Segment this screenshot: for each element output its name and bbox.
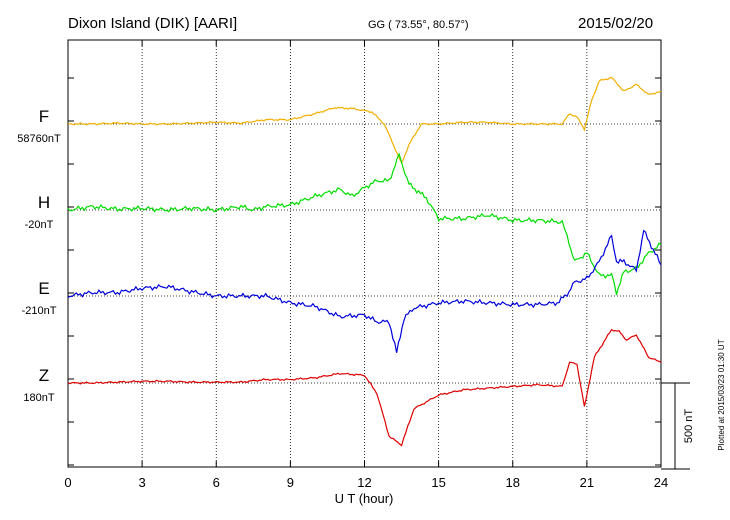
scale-bar: 500 nT: [661, 382, 695, 470]
series-baseline-e: -210nT: [22, 305, 57, 317]
series-line-h: [67, 152, 662, 296]
date-label: 2015/02/20: [578, 15, 653, 32]
x-axis-label: U T (hour): [335, 491, 394, 506]
series-labels: F 58760nT H -20nT E -210nT Z 180nT: [17, 107, 61, 404]
x-tick-label: 0: [64, 475, 71, 490]
x-tick-label: 15: [431, 475, 445, 490]
scale-bar-label: 500 nT: [683, 409, 695, 444]
axis-ticks: [67, 40, 662, 467]
x-tick-label: 24: [654, 475, 668, 490]
series-baseline-f: 58760nT: [17, 133, 61, 145]
series-name-f: F: [39, 107, 49, 126]
station-title: Dixon Island (DIK) [AARI]: [68, 15, 237, 32]
series-lines: [67, 76, 662, 447]
series-name-e: E: [38, 279, 49, 298]
x-tick-label: 21: [580, 475, 594, 490]
series-name-h: H: [38, 193, 50, 212]
x-tick-label: 6: [213, 475, 220, 490]
x-tick-labels: 0 3 6 9 12 15 18 21 24: [64, 475, 668, 490]
x-tick-label: 9: [287, 475, 294, 490]
x-tick-label: 18: [506, 475, 520, 490]
series-baseline-h: -20nT: [25, 219, 54, 231]
series-line-f: [67, 76, 662, 165]
x-tick-label: 12: [357, 475, 371, 490]
series-line-e: [67, 229, 662, 353]
series-baseline-z: 180nT: [23, 392, 54, 404]
x-tick-label: 3: [139, 475, 146, 490]
coords-label: GG ( 73.55°, 80.57°): [368, 19, 469, 31]
series-line-z: [67, 328, 662, 447]
series-name-z: Z: [39, 366, 49, 385]
plotted-note: Plotted at 2015/03/23 01:30 UT: [717, 339, 726, 450]
